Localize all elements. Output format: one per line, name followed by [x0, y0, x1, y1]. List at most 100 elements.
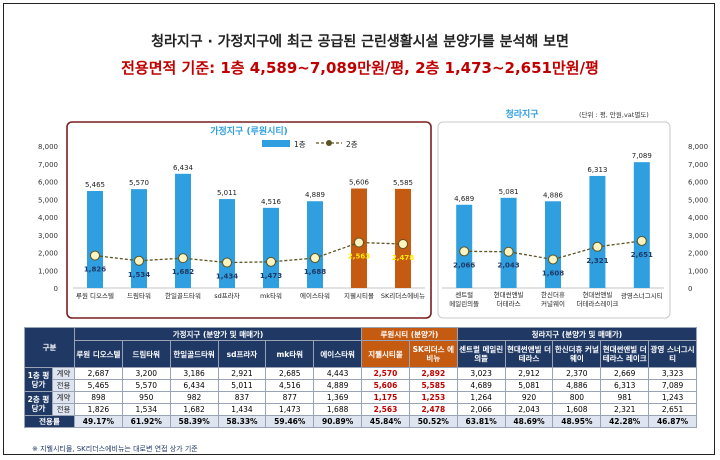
table-cell: 1,682: [169, 403, 219, 416]
y-left-tick-label: 2,000: [38, 250, 58, 258]
table-cell: 61.92%: [121, 415, 171, 428]
x-tick-label: sd프라자: [214, 291, 239, 300]
bar-value-label: 5,570: [129, 179, 149, 187]
table-cell: 2,478: [408, 403, 458, 416]
table-cell: 3,186: [169, 367, 219, 380]
table-cell: 45.84%: [361, 415, 410, 428]
table-cell: 2,912: [504, 367, 554, 380]
series-2f-point: [459, 246, 470, 257]
bar-value-label: 4,516: [261, 198, 282, 206]
bar-value-label: 5,465: [85, 181, 105, 189]
cheongna-title: 청라지구: [505, 108, 538, 120]
column-header: 현대썬앤빌 더테라스: [504, 340, 554, 368]
table-cell: 5,606: [361, 379, 410, 392]
bar-1f: [500, 197, 517, 288]
series-2f-point: [222, 257, 232, 268]
y-left-tick-label: 1,000: [38, 267, 58, 275]
table-cell: 4,516: [265, 379, 315, 392]
table-cell: 2,921: [217, 367, 267, 380]
line-value-label: 1,688: [304, 268, 326, 276]
row-group-label: 2층 평당가: [24, 391, 53, 416]
table-cell: 59.46%: [265, 415, 315, 428]
column-header: 루원 디오스텔: [74, 340, 123, 368]
series-2f-point: [90, 250, 100, 261]
gajeong-panel: [66, 121, 432, 319]
y-right-tick-label: 5,000: [688, 196, 708, 204]
y-left-tick-label: 5,000: [38, 196, 58, 204]
legend-1f-label: 1층: [294, 140, 306, 149]
table-cell: 2,669: [600, 367, 650, 380]
table-cell: 898: [74, 391, 123, 404]
bar-value-label: 5,585: [393, 179, 413, 187]
column-header: mk타워: [265, 340, 315, 368]
row-sub-label: 계약: [52, 391, 75, 404]
table-cell: 4,886: [552, 379, 602, 392]
table-cell: 982: [169, 391, 219, 404]
y-right-tick-label: 2,000: [688, 250, 708, 258]
column-header: 드림타워: [121, 340, 171, 368]
table-cell: 2,651: [648, 403, 697, 416]
page-title: 청라지구 · 가정지구에 최근 공급된 근린생활시설 분양가를 분석해 보면: [151, 34, 569, 50]
y-right-tick-label: 6,000: [688, 179, 708, 187]
table-cell: 5,081: [504, 379, 554, 392]
y-left-tick-label: 8,000: [38, 143, 58, 151]
column-header: sd프라자: [217, 340, 267, 368]
bar-value-label: 5,081: [499, 188, 519, 196]
table-cell: 1,369: [313, 391, 363, 404]
table-cell: 2,321: [600, 403, 650, 416]
table-cell: 981: [600, 391, 650, 404]
table-cell: 877: [265, 391, 315, 404]
table-cell: 5,585: [408, 379, 458, 392]
bar-value-label: 6,313: [587, 166, 607, 174]
table-cell: 1,608: [552, 403, 602, 416]
page-subtitle: 전용면적 기준: 1층 4,589~7,089만원/평, 2층 1,473~2,…: [121, 59, 599, 77]
x-tick-label: 광영스너그시티: [621, 291, 663, 300]
table-cell: 2,687: [74, 367, 123, 380]
price-chart: 0 1,000 2,000 3,000 4,000 5,000 6,000 7,000 8,00…: [38, 108, 708, 319]
table-cell: 1,688: [313, 403, 363, 416]
table-cell: 1,534: [121, 403, 171, 416]
x-tick-label: 에이스타워: [300, 291, 330, 300]
line-value-label: 1,826: [84, 266, 106, 274]
series-2f-line: [464, 240, 642, 261]
table-cell: 2,892: [408, 367, 458, 380]
x-tick-label: 지웰시티몰: [344, 291, 374, 300]
line-value-label: 1,534: [128, 271, 150, 279]
y-left-tick-label: 4,000: [38, 214, 58, 222]
line-value-label: 2,043: [498, 262, 520, 270]
table-cell: 2,370: [552, 367, 602, 380]
table-cell: 4,443: [313, 367, 363, 380]
table-cell: 2,570: [361, 367, 410, 380]
cheongna-panel: [437, 121, 671, 319]
table-cell: 5,011: [217, 379, 267, 392]
bar-value-label: 4,689: [454, 195, 474, 203]
legend-1f-swatch: [262, 140, 290, 147]
table-cell: 1,473: [265, 403, 315, 416]
series-2f-point: [398, 239, 408, 250]
table-cell: 58.39%: [169, 415, 219, 428]
group-ruwon: 루원시티 (분양가): [361, 327, 458, 341]
table-cell: 4,889: [313, 379, 363, 392]
y-left-tick-label: 6,000: [38, 179, 58, 187]
unit-note: (단위 : 평, 만원,vat별도): [579, 110, 649, 119]
table-cell: 48.69%: [504, 415, 554, 428]
table-cell: 1,253: [408, 391, 458, 404]
table-cell: 7,089: [648, 379, 697, 392]
bar-1f: [219, 199, 235, 288]
row-sub-label: 전용: [52, 403, 75, 416]
table-row: 1층 평당가 계약 2,687 3,200 3,186 2,921 2,685 4,443 2,…: [24, 367, 697, 392]
table-cell: 5,570: [121, 379, 171, 392]
group-cheongna: 청라지구 (분양가 및 매매가): [456, 327, 698, 341]
row-group-label: 1층 평당가: [24, 367, 53, 392]
column-header: 현대썬앤빌 더테라스 레이크: [600, 340, 650, 368]
y-right-tick-label: 7,000: [688, 161, 708, 169]
x-tick-label: mk타워: [260, 291, 282, 300]
column-header: SK리더스 에비뉴: [408, 340, 458, 368]
row-sub-label: 계약: [52, 367, 75, 380]
table-cell: 2,043: [504, 403, 554, 416]
series-2f-line: [94, 241, 404, 264]
line-value-label: 1,473: [260, 272, 282, 280]
x-tick-label: 루원 디오스텔: [76, 291, 114, 300]
table-cell: 1,826: [74, 403, 123, 416]
line-value-label: 2,563: [348, 253, 370, 261]
